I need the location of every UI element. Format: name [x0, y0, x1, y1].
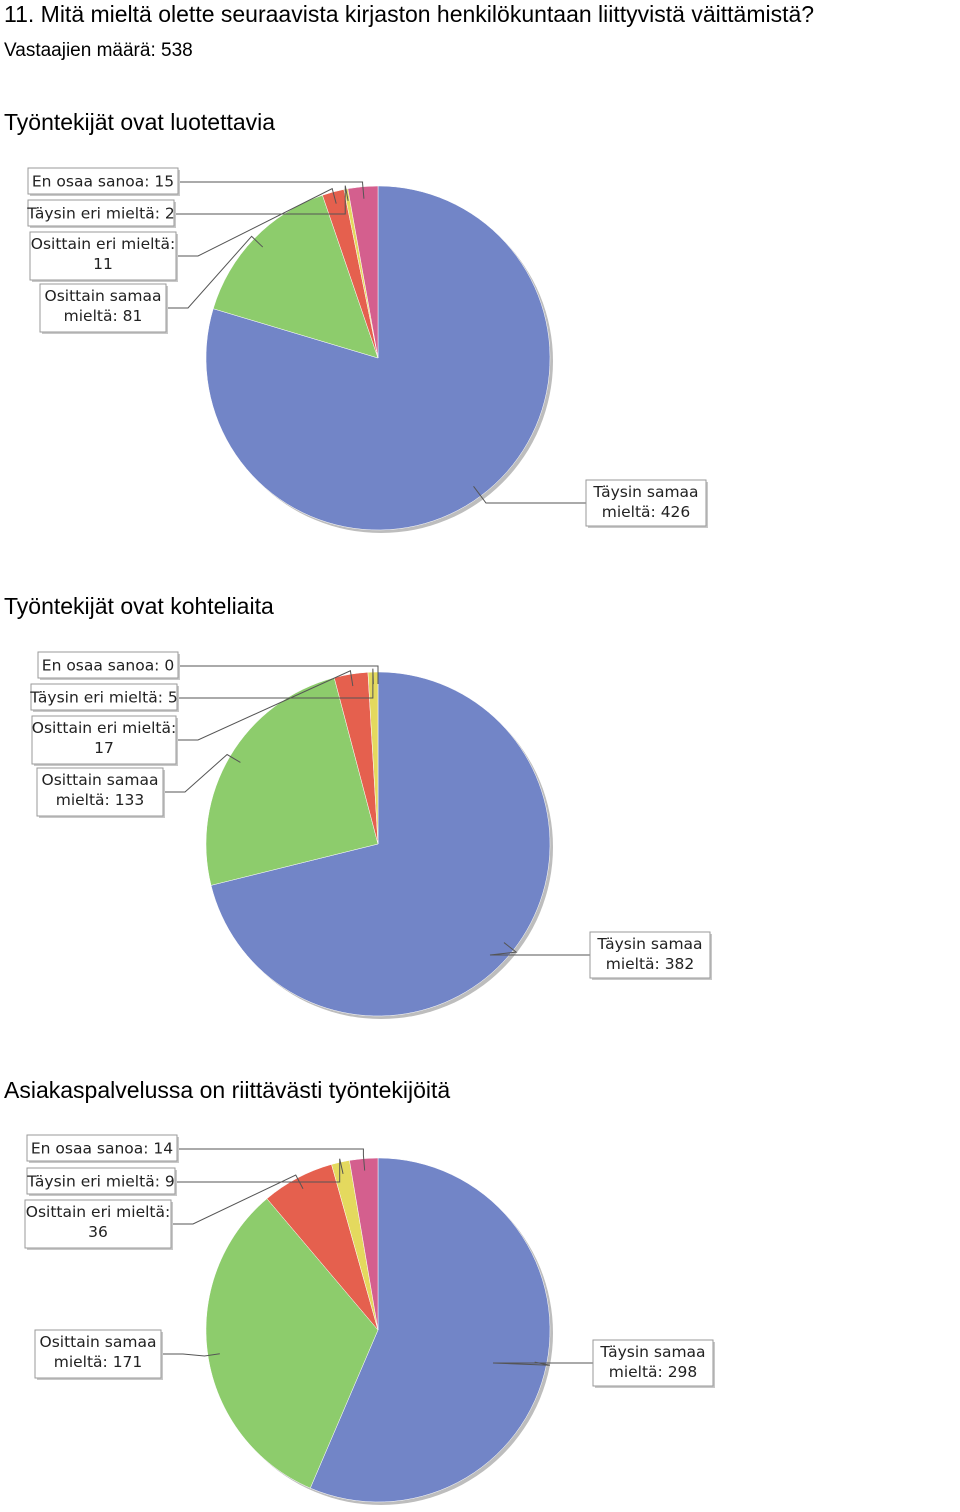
- callout-box: [26, 1134, 178, 1162]
- callout-box: [36, 767, 164, 817]
- callout-label: mieltä: 426: [602, 503, 691, 521]
- callout-connector: [166, 235, 264, 309]
- callout-label: 17: [94, 739, 114, 757]
- callout-label: En osaa sanoa: 14: [31, 1140, 173, 1158]
- callout-connector: [171, 1174, 304, 1225]
- callout-label: Täysin samaa: [599, 1343, 705, 1361]
- callout-box: [27, 199, 175, 227]
- callout-box: [26, 1167, 176, 1195]
- callout-label: 36: [88, 1223, 108, 1241]
- callout-label: Täysin samaa: [592, 483, 698, 501]
- callout-label: Osittain samaa: [40, 1333, 157, 1351]
- callout-label: En osaa sanoa: 15: [32, 173, 174, 191]
- callout-connector: [178, 181, 365, 199]
- callout-box: [589, 931, 711, 979]
- chart-title: Työntekijät ovat luotettavia: [4, 109, 276, 135]
- callout-box: [39, 283, 167, 333]
- question-title: 11. Mitä mieltä olette seuraavista kirja…: [4, 1, 815, 27]
- callout-box: [585, 479, 707, 527]
- respondent-count: Vastaajien määrä: 538: [4, 40, 193, 61]
- callout-connector: [176, 187, 337, 257]
- pie-chart: En osaa sanoa: 14 Täysin eri mieltä: 9 Osi…: [24, 1134, 715, 1505]
- callout-label: Osittain samaa: [42, 771, 159, 789]
- callout-box: [31, 715, 177, 765]
- chart-title: Työntekijät ovat kohteliaita: [4, 593, 274, 619]
- chart-title: Asiakaspalvelussa on riittävästi työntek…: [4, 1077, 451, 1103]
- callout-label: En osaa sanoa: 0: [42, 657, 174, 675]
- callout-label: mieltä: 171: [54, 1353, 143, 1371]
- callout-label: Osittain eri mieltä:: [31, 235, 175, 253]
- callout-box: [592, 1339, 714, 1387]
- callout-label: Täysin eri mieltä: 2: [26, 205, 174, 223]
- callout-label: Täysin samaa: [596, 935, 702, 953]
- callout-connector: [489, 942, 590, 956]
- callout-label: Täysin eri mieltä: 5: [29, 689, 177, 707]
- callout-label: Osittain samaa: [45, 287, 162, 305]
- callout-label: Täysin eri mieltä: 9: [26, 1173, 174, 1191]
- pie-chart: En osaa sanoa: 0 Täysin eri mieltä: 5 Osit…: [29, 651, 712, 1019]
- callout-label: Osittain eri mieltä:: [26, 1203, 170, 1221]
- callout-box: [30, 683, 178, 711]
- callout-connector: [176, 670, 354, 741]
- callout-connector: [175, 1158, 344, 1183]
- callout-box: [29, 231, 177, 281]
- callout-label: Osittain eri mieltä:: [32, 719, 176, 737]
- callout-label: 11: [93, 255, 113, 273]
- callout-connector: [161, 1353, 220, 1357]
- callout-box: [27, 167, 179, 195]
- callout-connector: [177, 668, 374, 699]
- callout-connector: [174, 185, 349, 215]
- callout-label: mieltä: 298: [609, 1363, 698, 1381]
- callout-label: mieltä: 81: [64, 307, 143, 325]
- callout-connector: [492, 1361, 593, 1366]
- callout-box: [34, 1329, 162, 1379]
- callout-label: mieltä: 382: [606, 955, 695, 973]
- callout-connector: [177, 1148, 366, 1171]
- callout-connector: [473, 485, 586, 504]
- callout-box: [24, 1199, 172, 1249]
- callout-connector: [178, 665, 379, 685]
- callout-box: [37, 651, 179, 679]
- callout-connector: [163, 753, 241, 793]
- callout-label: mieltä: 133: [56, 791, 145, 809]
- pie-chart: En osaa sanoa: 15 Täysin eri mieltä: 2 Osi…: [26, 167, 708, 533]
